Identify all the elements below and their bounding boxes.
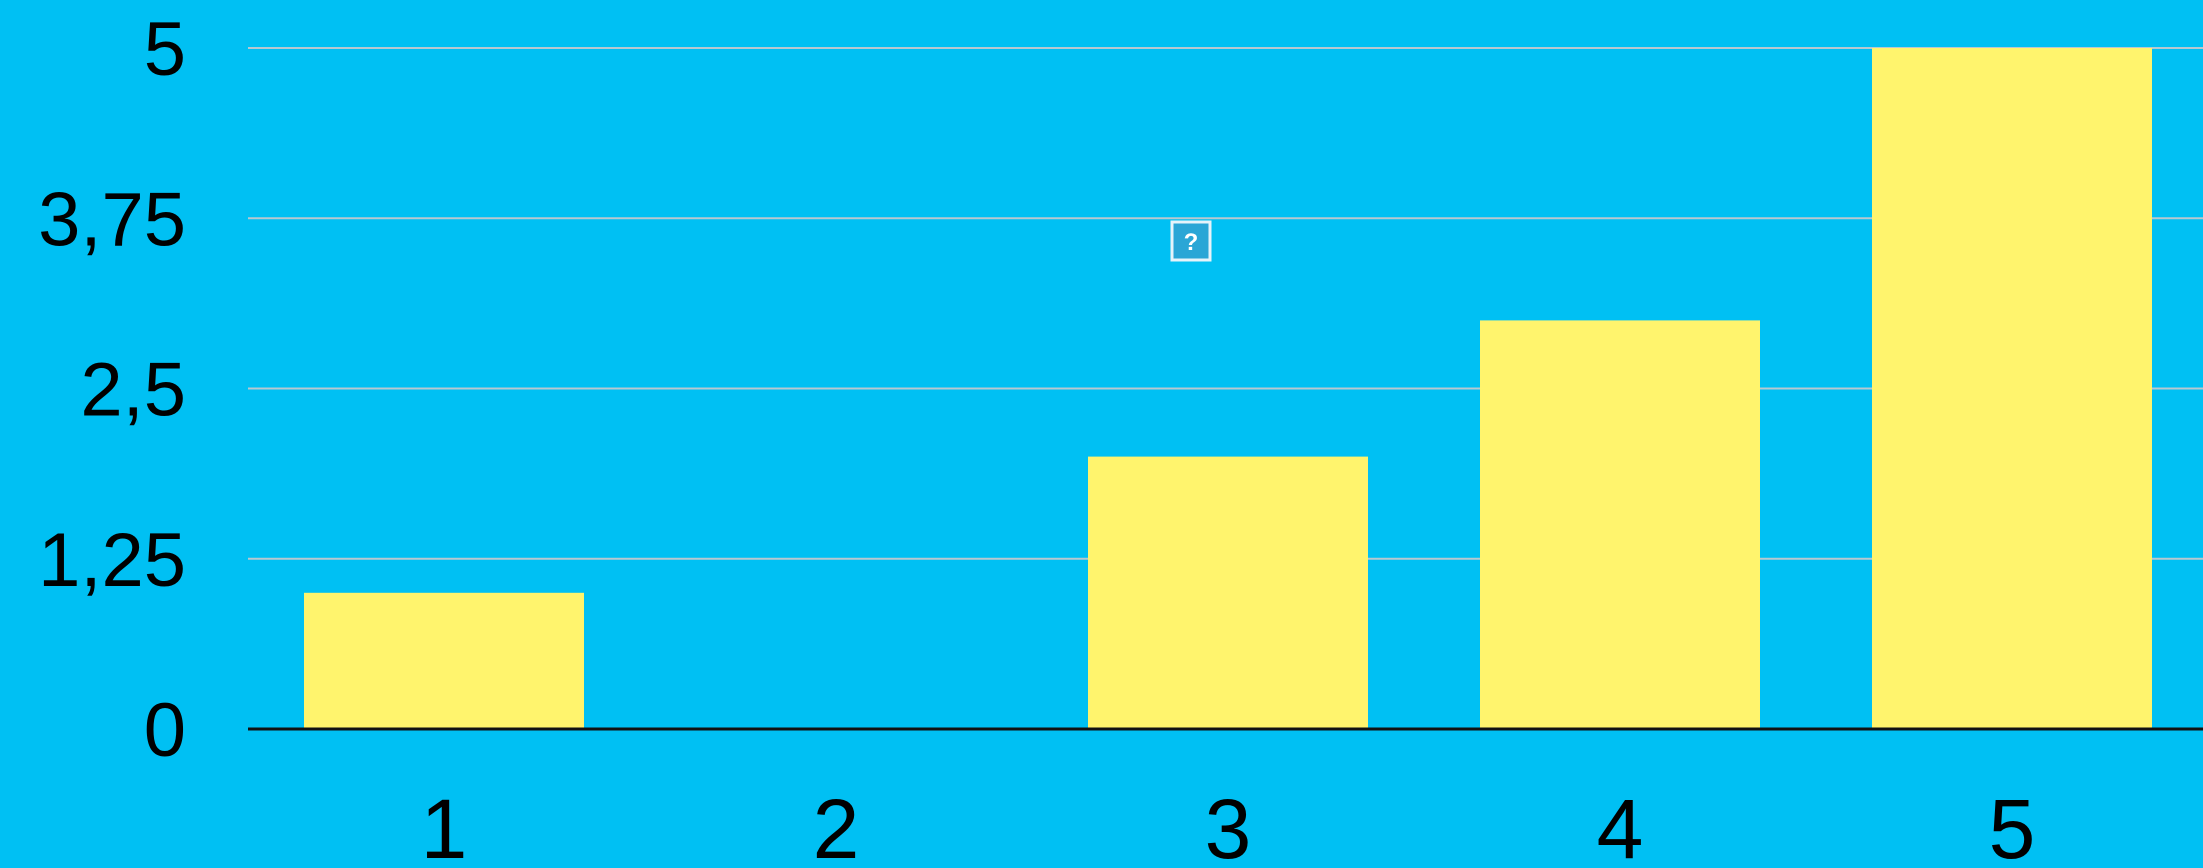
x-tick-labels: 1 2 3 4 5 — [421, 782, 2036, 868]
y-tick-label: 0 — [144, 688, 186, 773]
x-tick-label: 4 — [1597, 782, 1644, 868]
bar — [304, 592, 584, 729]
x-tick-label: 1 — [421, 782, 468, 868]
bars — [304, 48, 2152, 729]
missing-image-icon: ? — [1170, 220, 1212, 262]
svg-text:?: ? — [1184, 229, 1199, 256]
x-tick-label: 5 — [1989, 782, 2036, 868]
x-tick-label: 2 — [813, 782, 860, 868]
y-tick-labels: 0 1,25 2,5 3,75 5 — [38, 7, 186, 773]
x-tick-label: 3 — [1205, 782, 1252, 868]
y-tick-label: 5 — [144, 7, 186, 92]
y-tick-label: 3,75 — [38, 177, 186, 262]
y-tick-label: 2,5 — [80, 348, 186, 433]
bar — [1872, 48, 2152, 729]
bar — [1480, 320, 1760, 729]
y-tick-label: 1,25 — [38, 518, 186, 603]
bar — [1088, 456, 1368, 729]
